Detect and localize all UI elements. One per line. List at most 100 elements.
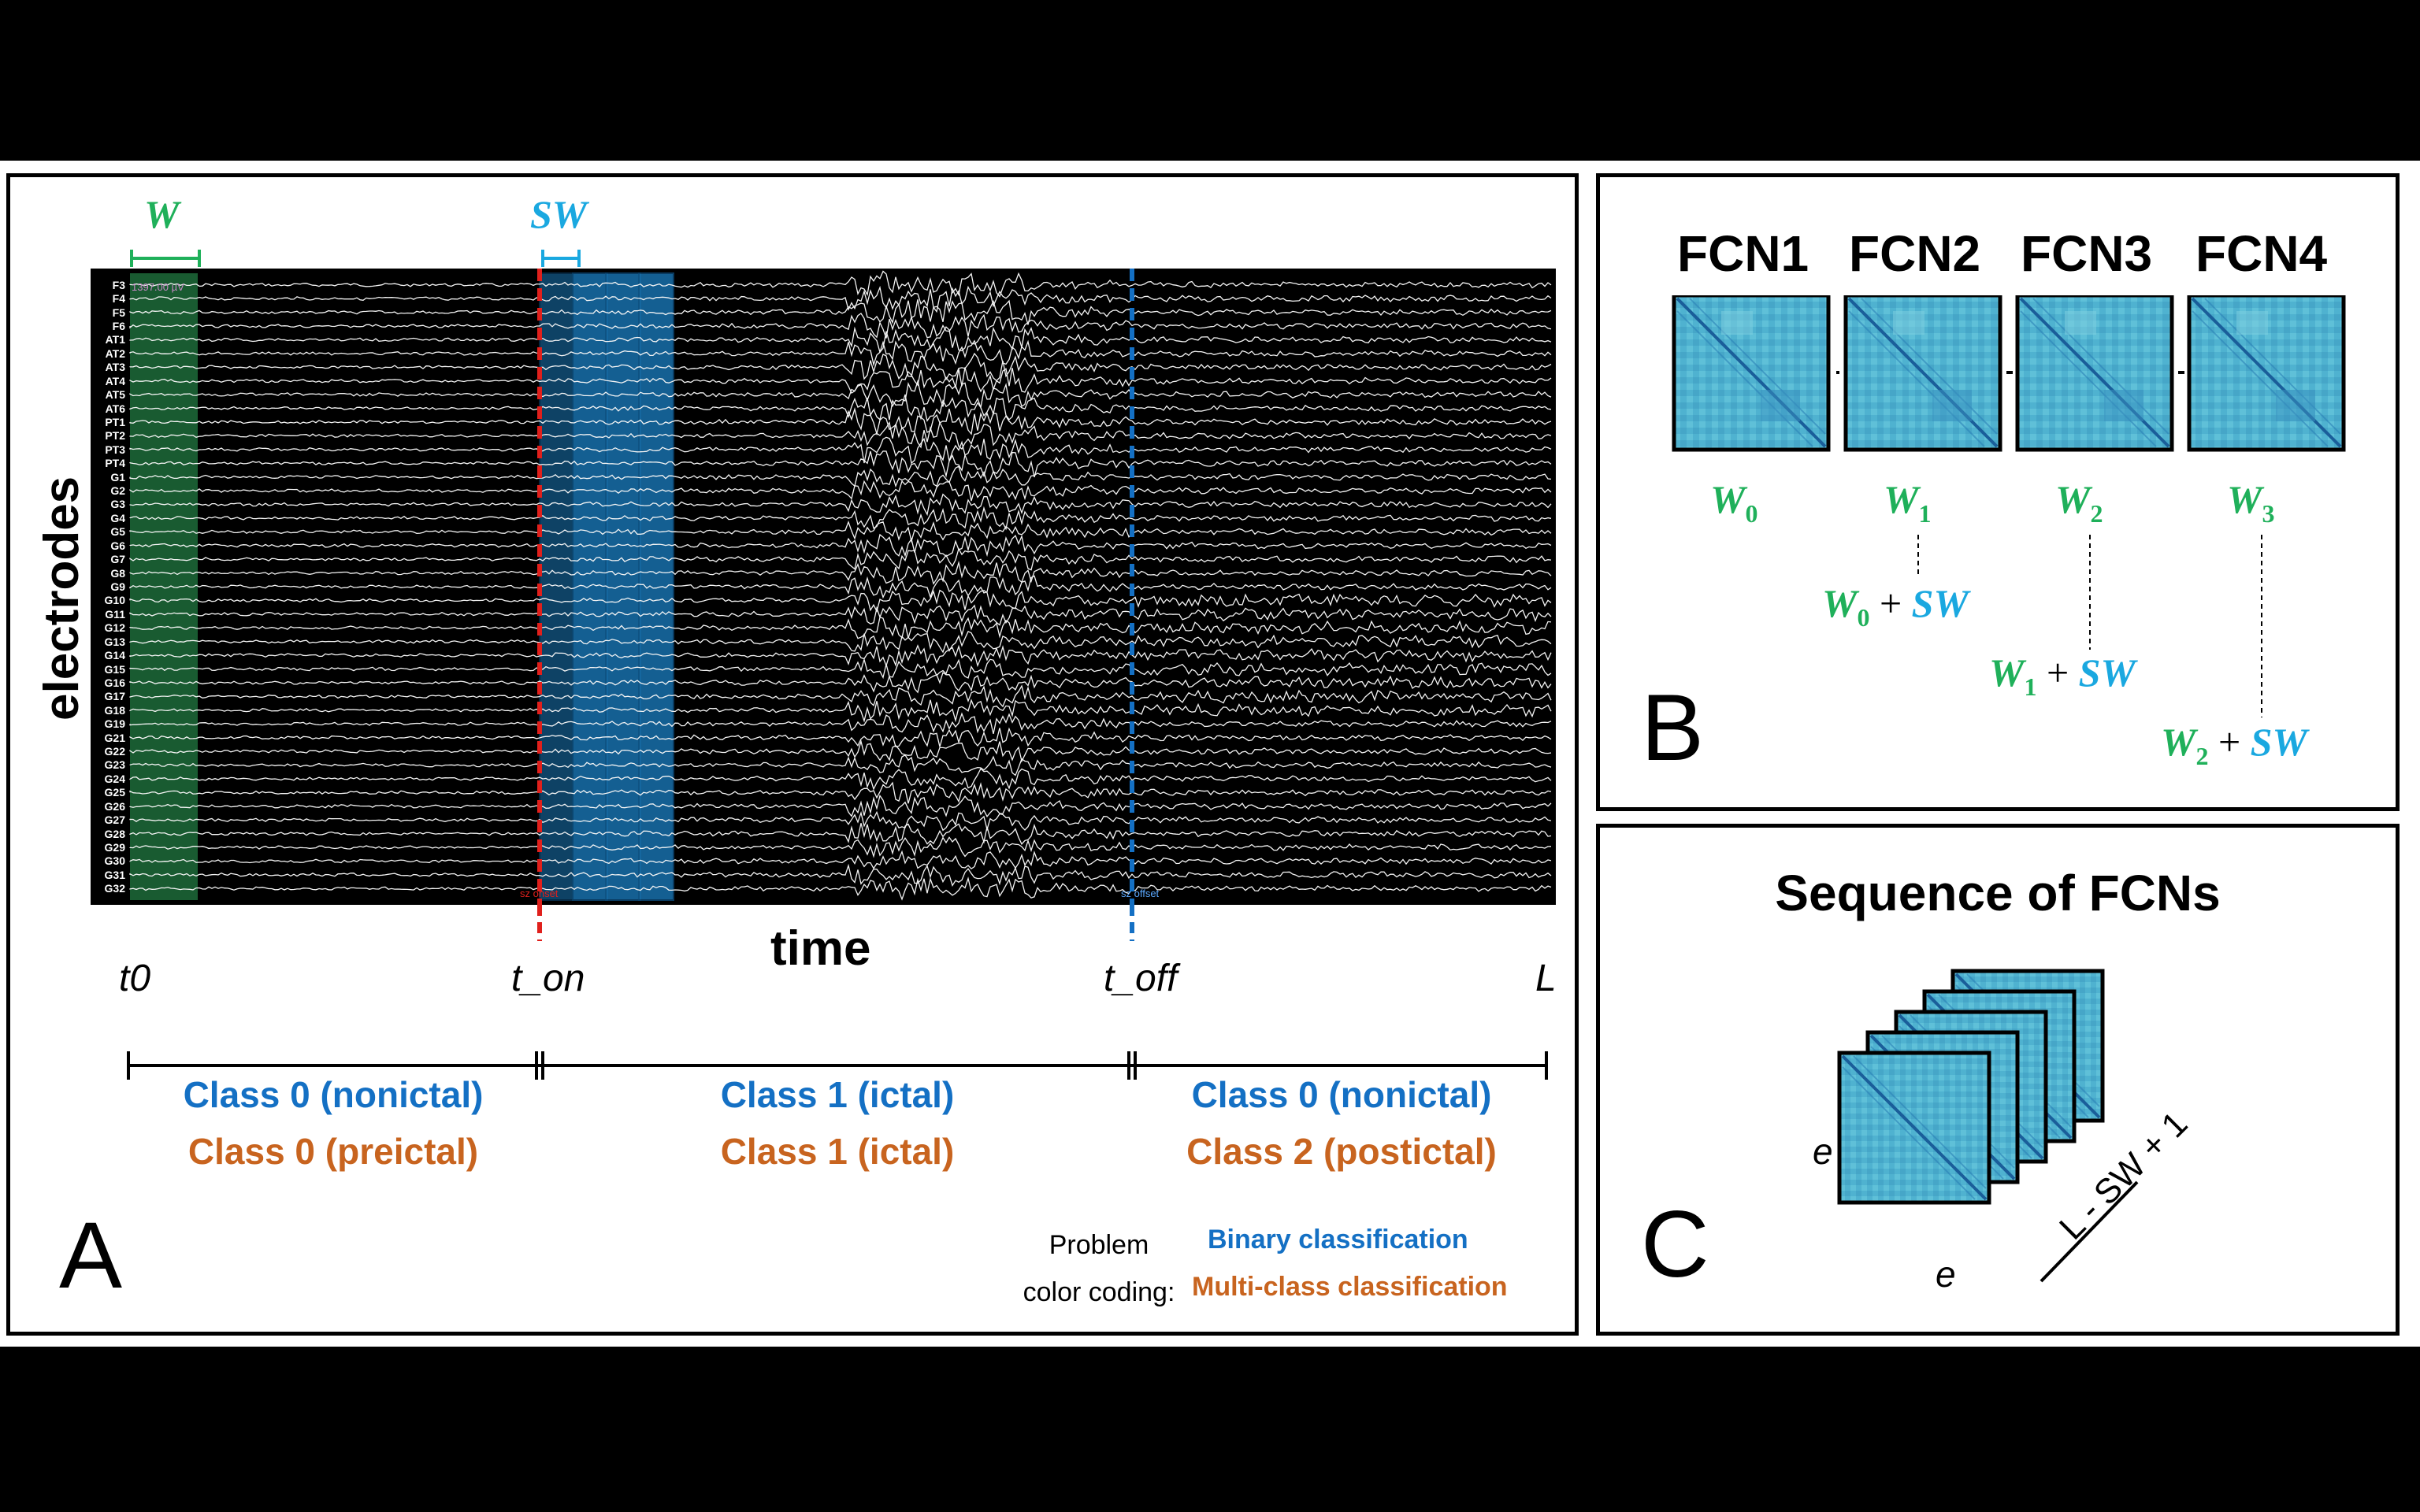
channel-label: PT2 (105, 429, 125, 443)
fcn3-matrix (2017, 295, 2172, 450)
eeg-trace (129, 547, 1552, 571)
eeg-trace (129, 712, 1552, 735)
channel-label: PT1 (105, 415, 125, 428)
eeg-trace (129, 823, 1552, 845)
eeg-trace (129, 465, 1552, 488)
eeg-trace (129, 794, 1552, 817)
eeg-trace (129, 768, 1552, 791)
w2-plus-sw: W2 + SW (2161, 720, 2307, 770)
eeg-trace (129, 810, 1552, 832)
bottom-black-band (0, 1347, 2420, 1512)
legend-label-line2: color coding: (1023, 1277, 1175, 1307)
w2-label: W2 (2055, 477, 2103, 528)
fcn4-matrix (2189, 295, 2344, 450)
time-axis-label: time (770, 921, 871, 976)
sequence-title: Sequence of FCNs (1775, 865, 2221, 921)
eeg-trace (129, 299, 1552, 325)
channel-label: G3 (110, 498, 125, 511)
channel-label: G31 (104, 868, 125, 881)
eeg-trace (129, 575, 1552, 599)
channel-label: AT1 (105, 333, 125, 346)
channel-label: G18 (104, 703, 125, 717)
dim-bottom-label: e (1936, 1254, 1956, 1295)
eeg-trace (129, 270, 1552, 298)
channel-label: G14 (104, 649, 125, 662)
legend-multi: Multi-class classification (1192, 1272, 1508, 1302)
eeg-trace (129, 850, 1552, 870)
eeg-trace (129, 781, 1552, 804)
eeg-trace (129, 727, 1552, 747)
channel-label: G2 (110, 484, 125, 498)
top-black-band (0, 0, 2420, 161)
channel-label: G32 (104, 882, 125, 895)
figure-canvas: W SW electrodes F3 F4 F5 F6 AT1 AT2 AT3 AT4 AT5 A… (0, 161, 2420, 1347)
channel-label: G12 (104, 621, 125, 635)
window-label: W (144, 192, 180, 236)
panel-a-letter: A (59, 1203, 123, 1308)
scale-text: 1397.00 µV (132, 281, 184, 293)
eeg-trace (129, 450, 1552, 478)
eeg-trace (129, 352, 1552, 382)
channel-label: G16 (104, 676, 125, 689)
channel-label: AT5 (105, 388, 125, 402)
eeg-trace (129, 533, 1552, 558)
panel-b-letter: B (1641, 675, 1705, 780)
channel-label: G17 (104, 690, 125, 703)
eeg-trace (129, 326, 1552, 354)
eeg-trace (129, 421, 1552, 450)
eeg-trace (129, 863, 1552, 888)
class-binary-3: Class 0 (nonictal) (1191, 1074, 1492, 1115)
channel-label: G13 (104, 635, 125, 648)
class-binary-1: Class 0 (nonictal) (183, 1074, 484, 1115)
panel-b: FCN1 FCN2 FCN3 FCN4 (1596, 173, 2400, 811)
w0-plus-sw: W0 + SW (1822, 581, 1969, 632)
legend-label: Problem color coding: (1004, 1221, 1193, 1316)
eeg-trace (129, 876, 1552, 901)
eeg-plot: F3 F4 F5 F6 AT1 AT2 AT3 AT4 AT5 AT6 PT1 PT2 PT3 PT4 G1… (91, 269, 1556, 905)
eeg-trace (129, 754, 1552, 776)
w1-plus-sw: W1 + SW (1989, 650, 2136, 701)
eeg-trace (129, 407, 1552, 436)
channel-label: G11 (105, 607, 125, 621)
eeg-trace (129, 616, 1552, 639)
eeg-trace (129, 394, 1552, 422)
class-binary-2: Class 1 (ictal) (720, 1074, 955, 1115)
panel-a: W SW electrodes F3 F4 F5 F6 AT1 AT2 AT3 AT4 AT5 A… (6, 173, 1579, 1336)
l-label: L (1535, 958, 1557, 999)
channel-label: G26 (104, 799, 125, 813)
fcn2-title: FCN2 (1849, 225, 1981, 282)
t-on-label: t_on (511, 958, 585, 999)
offset-marker-text: sz offset (1121, 888, 1160, 899)
eeg-trace (129, 739, 1552, 763)
channel-label: G7 (110, 553, 125, 566)
channel-label: AT6 (105, 402, 125, 415)
channel-label: F5 (112, 306, 125, 319)
shift-connectors (1917, 535, 2262, 717)
legend-label-line1: Problem (1049, 1230, 1149, 1260)
eeg-trace (129, 493, 1552, 517)
channel-label: AT4 (105, 374, 125, 387)
eeg-trace (129, 506, 1552, 531)
legend-binary: Binary classification (1208, 1225, 1468, 1254)
eeg-trace (129, 631, 1552, 654)
eeg-trace (129, 480, 1552, 502)
channel-label: AT2 (105, 346, 125, 360)
channel-label: G24 (104, 772, 125, 785)
t0-label: t0 (119, 958, 151, 999)
channel-label: G4 (110, 511, 125, 524)
eeg-trace (129, 436, 1552, 465)
channel-label: G27 (104, 813, 125, 827)
eeg-trace (129, 589, 1552, 613)
eeg-trace (129, 644, 1552, 668)
channel-label: G28 (104, 827, 125, 840)
channel-label: G1 (110, 470, 125, 484)
panel-c: Sequence of FCNs (1596, 824, 2400, 1336)
eeg-trace (129, 672, 1552, 694)
fcn2-matrix (1846, 295, 2000, 450)
channel-label: G19 (104, 717, 125, 731)
fcn4-title: FCN4 (2195, 225, 2328, 282)
channel-label: G9 (110, 580, 125, 593)
eeg-trace (129, 836, 1552, 858)
eeg-trace (129, 684, 1552, 708)
channel-label: G6 (110, 539, 125, 552)
